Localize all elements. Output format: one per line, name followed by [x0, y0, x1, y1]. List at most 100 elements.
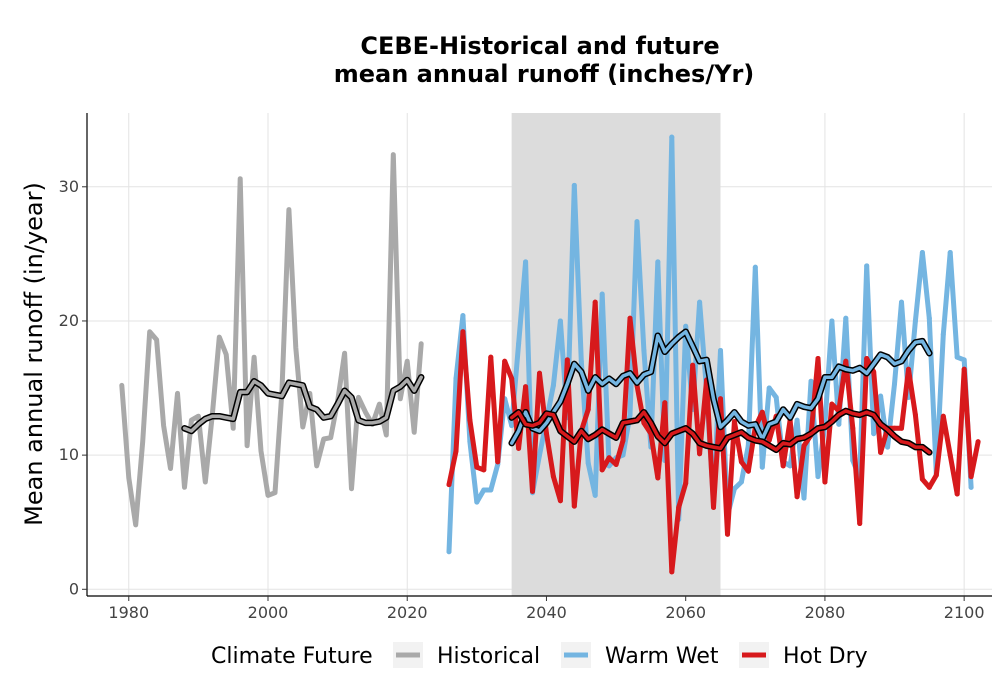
- point-hot-dry: [905, 366, 911, 372]
- chart-title-line2: mean annual runoff (inches/Yr): [334, 60, 755, 88]
- point-hot-dry: [523, 384, 529, 390]
- point-hot-dry: [857, 521, 863, 527]
- point-hot-dry: [467, 417, 473, 423]
- point-hot-dry: [892, 425, 898, 431]
- point-warm-wet: [571, 182, 577, 188]
- point-warm-wet: [912, 318, 918, 324]
- point-hot-dry: [829, 401, 835, 407]
- point-warm-wet: [683, 323, 689, 329]
- x-tick-label: 1980: [108, 603, 149, 622]
- point-hot-dry: [975, 439, 981, 445]
- point-hot-dry: [474, 464, 480, 470]
- point-hot-dry: [690, 362, 696, 368]
- x-tick-label: 2000: [248, 603, 289, 622]
- point-hot-dry: [509, 376, 515, 382]
- point-warm-wet: [892, 381, 898, 387]
- y-tick-label: 20: [59, 311, 79, 330]
- point-warm-wet: [453, 376, 459, 382]
- point-warm-wet: [599, 291, 605, 297]
- point-hot-dry: [850, 425, 856, 431]
- point-warm-wet: [926, 315, 932, 321]
- point-warm-wet: [655, 259, 661, 265]
- point-hot-dry: [564, 357, 570, 363]
- point-warm-wet: [787, 463, 793, 469]
- point-hot-dry: [822, 479, 828, 485]
- point-hot-dry: [683, 480, 689, 486]
- point-hot-dry: [724, 531, 730, 537]
- point-warm-wet: [766, 385, 772, 391]
- point-warm-wet: [745, 443, 751, 449]
- point-hot-dry: [516, 445, 522, 451]
- point-warm-wet: [718, 347, 723, 353]
- point-hot-dry: [641, 420, 647, 426]
- point-hot-dry: [669, 569, 675, 575]
- point-hot-dry: [780, 463, 786, 469]
- point-warm-wet: [634, 219, 640, 225]
- point-warm-wet: [968, 484, 974, 490]
- point-hot-dry: [592, 299, 598, 305]
- point-warm-wet: [537, 452, 542, 458]
- point-warm-wet: [864, 263, 870, 269]
- x-tick-label: 2020: [387, 603, 428, 622]
- point-warm-wet: [592, 492, 598, 498]
- x-tick-label: 2060: [665, 603, 706, 622]
- point-hot-dry: [940, 413, 946, 419]
- series-line-hot-dry-moving-average: [509, 409, 932, 455]
- series-line-historical-moving-average: [182, 375, 423, 433]
- plot-area: 1980 2000 2020 2040 2060 2080 2100 0 10 20 30: [59, 113, 992, 622]
- point-hot-dry: [495, 459, 501, 465]
- x-tick-label: 2080: [805, 603, 846, 622]
- point-warm-wet: [516, 341, 522, 347]
- point-warm-wet: [773, 394, 779, 400]
- point-warm-wet: [641, 347, 647, 353]
- point-hot-dry: [759, 409, 765, 415]
- y-tick-label: 10: [59, 445, 79, 464]
- point-hot-dry: [801, 443, 807, 449]
- point-hot-dry: [537, 370, 542, 376]
- point-hot-dry: [599, 467, 605, 473]
- legend-title: Climate Future: [211, 644, 373, 669]
- point-warm-wet: [885, 444, 891, 450]
- point-hot-dry: [606, 455, 612, 461]
- point-hot-dry: [648, 431, 654, 437]
- point-warm-wet: [899, 299, 904, 305]
- point-hot-dry: [571, 503, 577, 509]
- point-hot-dry: [557, 498, 563, 504]
- point-warm-wet: [752, 264, 758, 270]
- legend-label-historical: Historical: [437, 644, 540, 669]
- point-hot-dry: [446, 482, 452, 488]
- point-warm-wet: [954, 354, 960, 360]
- point-warm-wet: [815, 474, 821, 480]
- point-hot-dry: [620, 437, 626, 443]
- point-warm-wet: [550, 382, 556, 388]
- point-hot-dry: [460, 329, 466, 335]
- point-hot-dry: [731, 419, 737, 425]
- point-hot-dry: [676, 504, 682, 510]
- point-hot-dry: [864, 356, 870, 362]
- point-warm-wet: [808, 378, 814, 384]
- point-warm-wet: [794, 417, 800, 423]
- point-warm-wet: [669, 134, 675, 140]
- x-tick-label: 2040: [526, 603, 567, 622]
- point-hot-dry: [530, 488, 536, 494]
- point-hot-dry: [543, 431, 549, 437]
- point-hot-dry: [954, 491, 960, 497]
- point-warm-wet: [731, 486, 737, 492]
- point-hot-dry: [899, 425, 904, 431]
- point-warm-wet: [878, 393, 884, 399]
- point-hot-dry: [933, 472, 939, 478]
- point-hot-dry: [947, 452, 953, 458]
- point-hot-dry: [718, 396, 723, 402]
- point-hot-dry: [711, 504, 717, 510]
- x-tick-label: 2100: [944, 603, 985, 622]
- point-warm-wet: [697, 299, 703, 305]
- point-warm-wet: [759, 464, 765, 470]
- point-hot-dry: [585, 407, 591, 413]
- series-line-historical: [119, 152, 424, 528]
- point-hot-dry: [968, 474, 974, 480]
- point-hot-dry: [745, 468, 751, 474]
- point-warm-wet: [585, 460, 591, 466]
- point-hot-dry: [613, 462, 619, 468]
- legend-label-warm-wet: Warm Wet: [605, 644, 719, 669]
- point-warm-wet: [836, 421, 842, 427]
